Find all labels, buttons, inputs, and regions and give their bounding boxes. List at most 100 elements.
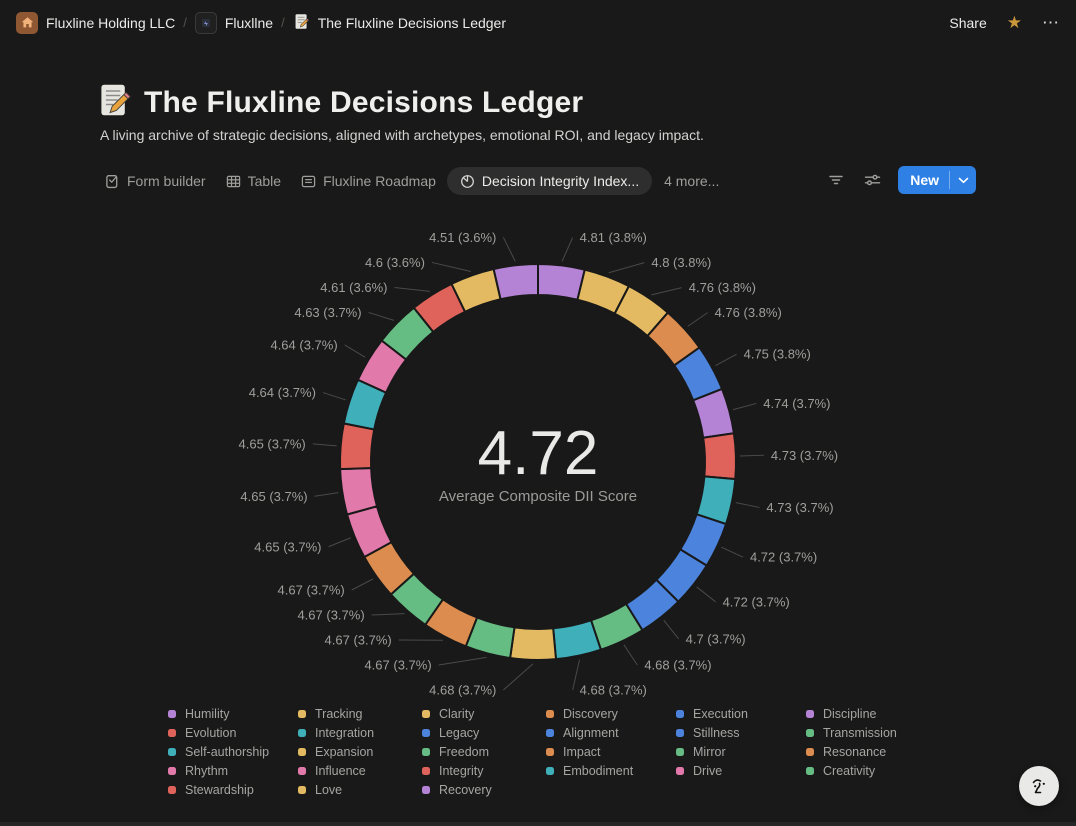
- legend-color-dot: [806, 728, 814, 737]
- label-leader-line: [561, 237, 574, 262]
- segment-label: 4.65 (3.7%): [240, 489, 307, 504]
- tab-decision-integrity-index[interactable]: Decision Integrity Index...: [446, 167, 653, 195]
- legend-color-dot: [168, 728, 176, 737]
- topbar-actions: Share ★ ⋯: [949, 14, 1060, 31]
- chevron-down-icon[interactable]: [950, 166, 976, 194]
- legend-item[interactable]: Execution: [676, 704, 806, 723]
- legend-color-dot: [676, 728, 684, 737]
- favorite-star-icon[interactable]: ★: [1006, 13, 1022, 32]
- breadcrumb-fluxline[interactable]: Fluxllne: [194, 11, 273, 34]
- donut-segment[interactable]: [508, 626, 558, 661]
- breadcrumb: Fluxline Holding LLC / Fluxllne / The Fl…: [16, 11, 506, 34]
- page-header: The Fluxline Decisions Ledger: [96, 82, 583, 123]
- legend-color-dot: [806, 747, 814, 756]
- donut-segment[interactable]: [339, 466, 379, 516]
- legend-item[interactable]: Resonance: [806, 742, 936, 761]
- donut-segment[interactable]: [492, 262, 539, 301]
- label-leader-line: [344, 344, 366, 358]
- legend-color-dot: [546, 709, 554, 718]
- legend-color-dot: [298, 785, 306, 794]
- legend-item[interactable]: Rhythm: [168, 761, 298, 780]
- filter-icon[interactable]: [826, 170, 846, 190]
- page-memo-icon: [96, 82, 132, 123]
- label-leader-line: [732, 402, 757, 411]
- new-button[interactable]: New: [898, 166, 976, 194]
- donut-segment[interactable]: [702, 432, 737, 481]
- memo-icon: [293, 13, 310, 33]
- center-score-label: Average Composite DII Score: [439, 488, 637, 505]
- legend-item[interactable]: Expansion: [298, 742, 422, 761]
- breadcrumb-page[interactable]: The Fluxline Decisions Ledger: [293, 13, 506, 33]
- legend-item[interactable]: Discipline: [806, 704, 936, 723]
- tab-label: Form builder: [127, 173, 206, 189]
- segment-label: 4.81 (3.8%): [580, 230, 647, 245]
- view-tabs: Form builder Table Fluxline Roadmap Deci…: [96, 167, 719, 195]
- legend-item[interactable]: Clarity: [422, 704, 546, 723]
- legend-item[interactable]: Embodiment: [546, 761, 676, 780]
- notion-ai-button[interactable]: [1019, 766, 1059, 806]
- legend-color-dot: [546, 747, 554, 756]
- more-tabs-button[interactable]: 4 more...: [664, 173, 720, 189]
- legend-item[interactable]: Creativity: [806, 761, 936, 780]
- legend-item[interactable]: Impact: [546, 742, 676, 761]
- legend-color-dot: [806, 709, 814, 718]
- segment-label: 4.8 (3.8%): [651, 255, 711, 270]
- legend-item[interactable]: Self-authorship: [168, 742, 298, 761]
- share-button[interactable]: Share: [949, 14, 987, 31]
- tab-table[interactable]: Table: [217, 167, 290, 195]
- new-button-label[interactable]: New: [910, 172, 939, 188]
- segment-label: 4.76 (3.8%): [689, 280, 756, 295]
- legend-item[interactable]: Evolution: [168, 723, 298, 742]
- legend-item[interactable]: Mirror: [676, 742, 806, 761]
- legend-column: Discipline Transmission Resonance Creativit…: [806, 704, 936, 799]
- legend-color-dot: [422, 709, 430, 718]
- legend-item[interactable]: Alignment: [546, 723, 676, 742]
- label-leader-line: [322, 392, 346, 401]
- segment-label: 4.6 (3.6%): [365, 255, 425, 270]
- donut-segment[interactable]: [339, 422, 376, 471]
- legend-item[interactable]: Influence: [298, 761, 422, 780]
- tab-fluxline-roadmap[interactable]: Fluxline Roadmap: [292, 167, 445, 195]
- legend-item[interactable]: Legacy: [422, 723, 546, 742]
- segment-label: 4.68 (3.7%): [644, 658, 711, 673]
- legend-color-dot: [422, 766, 430, 775]
- legend-label: Self-authorship: [185, 744, 270, 759]
- legend-item[interactable]: Discovery: [546, 704, 676, 723]
- segment-label: 4.67 (3.7%): [364, 658, 431, 673]
- legend-color-dot: [298, 728, 306, 737]
- breadcrumb-separator: /: [281, 15, 285, 30]
- legend-color-dot: [676, 766, 684, 775]
- label-leader-line: [371, 613, 405, 616]
- tab-label: Fluxline Roadmap: [323, 173, 436, 189]
- label-leader-line: [696, 586, 716, 603]
- legend-item[interactable]: Integration: [298, 723, 422, 742]
- segment-label: 4.65 (3.7%): [254, 539, 321, 554]
- legend-label: Clarity: [439, 706, 475, 721]
- legend-label: Integration: [315, 725, 375, 740]
- legend-item[interactable]: Integrity: [422, 761, 546, 780]
- legend-item[interactable]: Transmission: [806, 723, 936, 742]
- legend-item[interactable]: Freedom: [422, 742, 546, 761]
- legend-item[interactable]: Humility: [168, 704, 298, 723]
- sort-settings-icon[interactable]: [862, 170, 882, 190]
- tab-form-builder[interactable]: Form builder: [96, 167, 215, 195]
- legend-item[interactable]: Stewardship: [168, 780, 298, 799]
- donut-segment[interactable]: [552, 619, 603, 661]
- legend-item[interactable]: Stillness: [676, 723, 806, 742]
- legend-label: Stillness: [693, 725, 740, 740]
- label-leader-line: [351, 578, 374, 591]
- more-options-icon[interactable]: ⋯: [1042, 13, 1060, 32]
- legend-item[interactable]: Tracking: [298, 704, 422, 723]
- legend-color-dot: [422, 728, 430, 737]
- segment-label: 4.67 (3.7%): [297, 608, 364, 623]
- legend-item[interactable]: Recovery: [422, 780, 546, 799]
- label-leader-line: [431, 261, 471, 272]
- label-leader-line: [721, 546, 744, 558]
- breadcrumb-workspace[interactable]: Fluxline Holding LLC: [16, 11, 175, 34]
- segment-label: 4.64 (3.7%): [249, 385, 316, 400]
- legend-color-dot: [422, 785, 430, 794]
- label-leader-line: [735, 502, 760, 508]
- legend-item[interactable]: Love: [298, 780, 422, 799]
- legend-color-dot: [298, 709, 306, 718]
- legend-item[interactable]: Drive: [676, 761, 806, 780]
